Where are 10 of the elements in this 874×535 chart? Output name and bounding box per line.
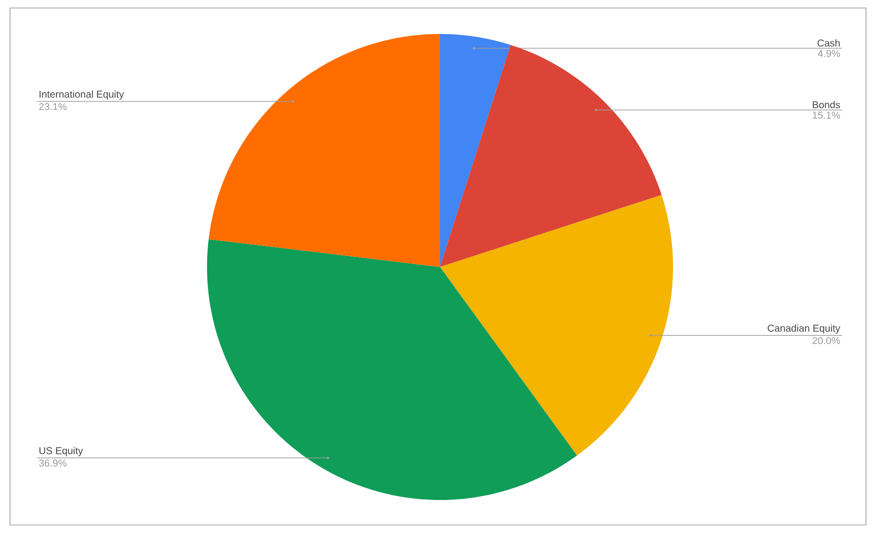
slice-label: International Equity: [40, 90, 124, 100]
data-label: 36.9%: [39, 460, 67, 467]
slice-label: Bonds: [812, 100, 840, 108]
slice-label: Cash: [818, 39, 840, 47]
data-label: 23.1%: [39, 103, 67, 110]
slice-label: US Equity: [39, 446, 83, 456]
data-label: 15.1%: [812, 112, 840, 119]
slice-label: Canadian Equity: [768, 324, 840, 334]
data-label: 4.9%: [818, 50, 840, 57]
data-label: 20.0%: [812, 337, 840, 344]
